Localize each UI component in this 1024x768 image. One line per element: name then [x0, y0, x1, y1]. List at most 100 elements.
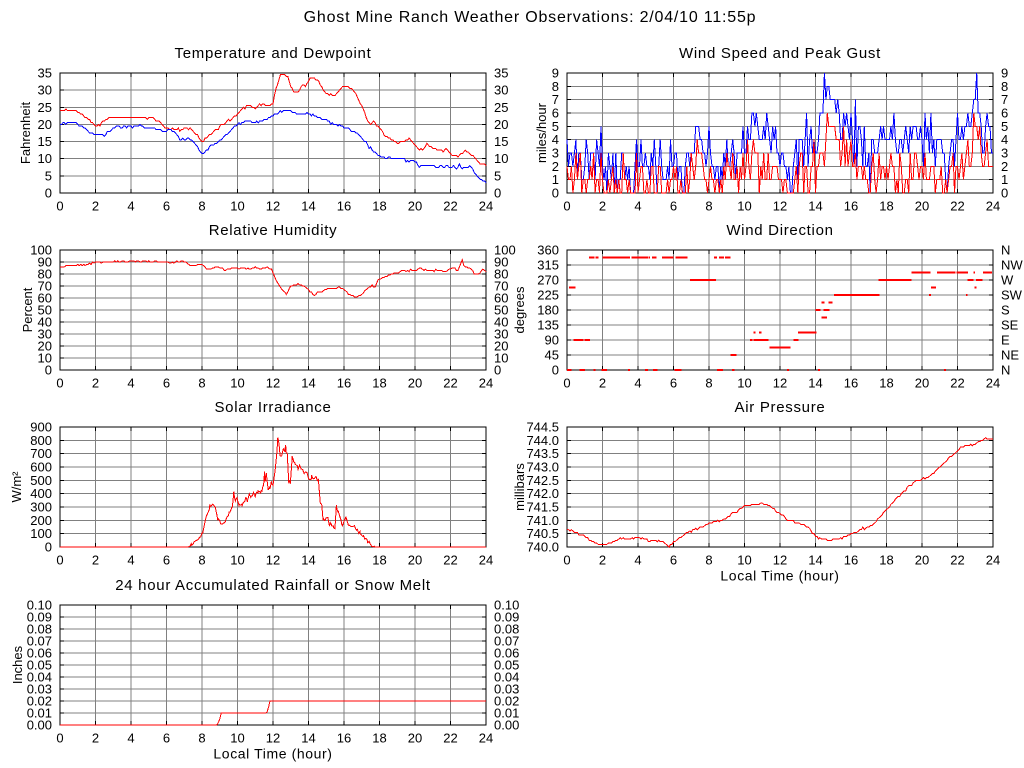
svg-text:743.0: 743.0 [526, 460, 559, 475]
svg-text:9: 9 [552, 66, 559, 81]
svg-text:5: 5 [552, 119, 559, 134]
svg-text:20: 20 [494, 117, 508, 132]
svg-text:15: 15 [38, 134, 52, 149]
svg-text:225: 225 [537, 288, 559, 303]
svg-text:7: 7 [1001, 92, 1008, 107]
svg-text:16: 16 [337, 731, 351, 746]
svg-text:E: E [1001, 333, 1010, 348]
svg-text:0.07: 0.07 [494, 634, 519, 649]
svg-text:6: 6 [163, 553, 170, 568]
svg-text:0.01: 0.01 [494, 706, 519, 721]
svg-text:35: 35 [38, 66, 52, 81]
svg-text:3: 3 [1001, 146, 1008, 161]
svg-text:18: 18 [372, 199, 386, 214]
svg-text:20: 20 [915, 199, 929, 214]
svg-text:2: 2 [599, 376, 606, 391]
svg-text:0.07: 0.07 [27, 634, 52, 649]
svg-text:740.0: 740.0 [526, 540, 559, 555]
svg-text:0.09: 0.09 [494, 610, 519, 625]
svg-text:millibars: millibars [512, 463, 527, 511]
svg-text:10: 10 [230, 199, 244, 214]
svg-text:7: 7 [552, 92, 559, 107]
svg-text:30: 30 [494, 327, 508, 342]
svg-text:0.01: 0.01 [27, 706, 52, 721]
svg-text:0.10: 0.10 [27, 598, 52, 613]
svg-text:8: 8 [705, 376, 712, 391]
svg-text:15: 15 [494, 134, 508, 149]
svg-text:8: 8 [198, 731, 205, 746]
svg-text:24: 24 [986, 199, 1000, 214]
svg-text:4: 4 [127, 553, 134, 568]
svg-text:2: 2 [92, 553, 99, 568]
svg-text:2: 2 [552, 159, 559, 174]
svg-text:20: 20 [408, 731, 422, 746]
svg-text:12: 12 [773, 553, 787, 568]
svg-text:S: S [1001, 303, 1010, 318]
svg-text:741.5: 741.5 [526, 500, 559, 515]
svg-text:6: 6 [163, 376, 170, 391]
svg-text:18: 18 [879, 553, 893, 568]
svg-text:0: 0 [494, 363, 501, 378]
svg-text:Percent: Percent [20, 287, 35, 332]
svg-text:0.09: 0.09 [27, 610, 52, 625]
svg-text:0: 0 [45, 540, 52, 555]
svg-text:20: 20 [915, 376, 929, 391]
svg-text:3: 3 [552, 146, 559, 161]
svg-text:24: 24 [986, 553, 1000, 568]
svg-text:0: 0 [45, 186, 52, 201]
svg-text:0.04: 0.04 [494, 670, 519, 685]
svg-text:24: 24 [479, 199, 493, 214]
svg-text:4: 4 [127, 199, 134, 214]
svg-text:6: 6 [552, 106, 559, 121]
svg-text:0: 0 [56, 553, 63, 568]
svg-text:270: 270 [537, 273, 559, 288]
svg-text:742.0: 742.0 [526, 486, 559, 501]
svg-text:0.06: 0.06 [494, 646, 519, 661]
svg-text:16: 16 [844, 376, 858, 391]
svg-text:6: 6 [670, 553, 677, 568]
svg-text:0.05: 0.05 [27, 658, 52, 673]
svg-text:100: 100 [30, 526, 52, 541]
svg-text:2: 2 [92, 731, 99, 746]
svg-text:10: 10 [230, 376, 244, 391]
svg-text:315: 315 [537, 258, 559, 273]
svg-text:14: 14 [301, 376, 315, 391]
svg-text:Relative Humidity: Relative Humidity [209, 222, 338, 239]
svg-text:Air Pressure: Air Pressure [735, 399, 826, 416]
svg-text:2: 2 [92, 199, 99, 214]
svg-text:14: 14 [808, 199, 822, 214]
svg-text:0.08: 0.08 [494, 622, 519, 637]
svg-text:Local Time (hour): Local Time (hour) [720, 568, 839, 584]
svg-text:8: 8 [705, 199, 712, 214]
svg-text:4: 4 [1001, 132, 1008, 147]
svg-text:200: 200 [30, 513, 52, 528]
svg-text:0: 0 [552, 186, 559, 201]
svg-text:45: 45 [545, 348, 559, 363]
svg-text:600: 600 [30, 460, 52, 475]
svg-text:35: 35 [494, 66, 508, 81]
svg-text:24: 24 [479, 376, 493, 391]
svg-text:10: 10 [38, 351, 52, 366]
svg-text:18: 18 [372, 376, 386, 391]
svg-text:900: 900 [30, 420, 52, 435]
svg-text:Ghost Mine Ranch Weather Obser: Ghost Mine Ranch Weather Observations: 2… [304, 9, 757, 26]
svg-text:0: 0 [1001, 186, 1008, 201]
svg-text:6: 6 [670, 376, 677, 391]
svg-text:14: 14 [301, 731, 315, 746]
svg-text:14: 14 [301, 553, 315, 568]
svg-text:Inches: Inches [10, 645, 25, 684]
svg-text:9: 9 [1001, 66, 1008, 81]
svg-text:60: 60 [38, 291, 52, 306]
svg-text:5: 5 [1001, 119, 1008, 134]
svg-text:8: 8 [705, 553, 712, 568]
svg-text:0: 0 [45, 363, 52, 378]
svg-text:0.00: 0.00 [27, 718, 52, 733]
svg-text:1: 1 [1001, 172, 1008, 187]
svg-text:10: 10 [230, 553, 244, 568]
svg-text:100: 100 [494, 243, 516, 258]
svg-text:22: 22 [443, 553, 457, 568]
svg-text:740.5: 740.5 [526, 526, 559, 541]
svg-text:20: 20 [408, 376, 422, 391]
svg-text:NE: NE [1001, 348, 1019, 363]
svg-text:700: 700 [30, 446, 52, 461]
